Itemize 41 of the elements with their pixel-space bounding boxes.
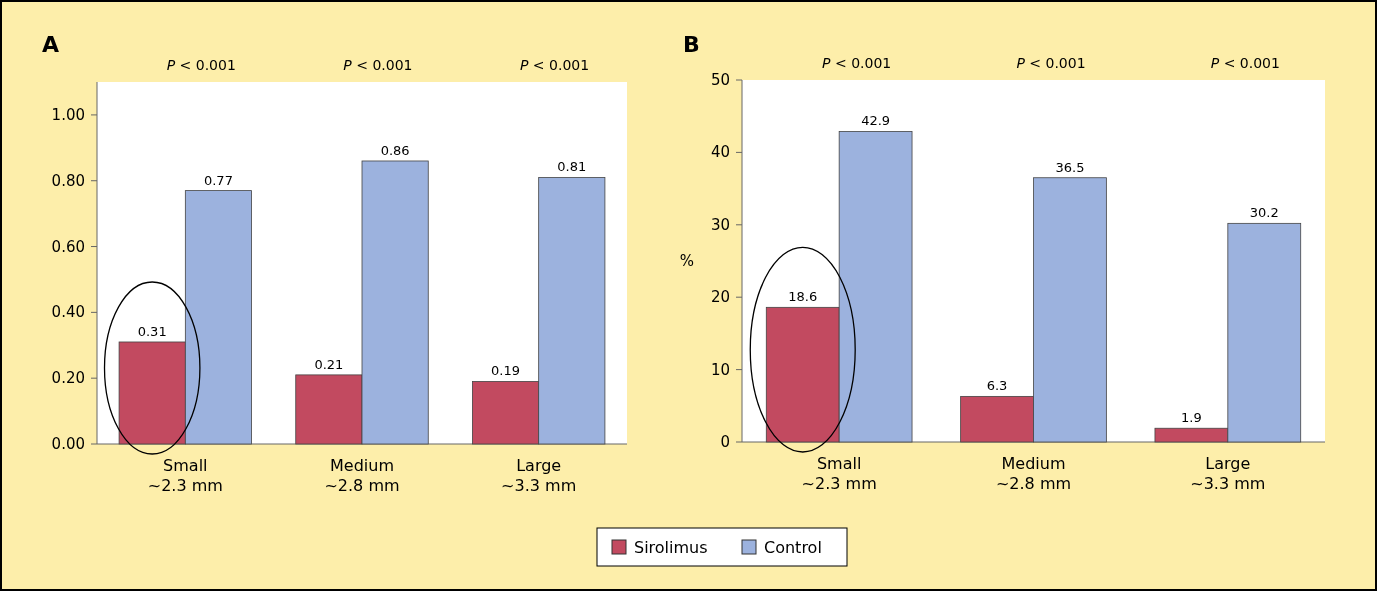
y-tick-label: 0.00 (51, 435, 85, 453)
chart-title: B (683, 32, 700, 57)
data-label: 30.2 (1249, 205, 1279, 221)
y-tick-label: 0.40 (51, 303, 85, 322)
y-tick-label: 0.80 (51, 171, 85, 190)
data-label: 36.5 (1055, 159, 1085, 175)
x-tick-label: Small ~2.3 mm (801, 454, 877, 493)
x-tick-label: Medium ~2.8 mm (324, 456, 400, 495)
text: P < 0.001 (822, 55, 892, 71)
data-label: 0.81 (557, 159, 587, 175)
y-tick-label: 50 (710, 71, 730, 89)
x-tick-label: Medium ~2.8 mm (995, 454, 1072, 493)
x-tick-label: Large ~3.3 mm (501, 456, 577, 495)
text: P < 0.001 (1210, 55, 1280, 71)
data-label: 0.19 (491, 363, 521, 379)
text: P < 0.001 (166, 57, 236, 73)
x-tick-label: Small ~2.3 mm (147, 456, 223, 495)
y-tick-label: 0.60 (51, 237, 85, 256)
data-label: 0.77 (203, 172, 233, 188)
x-tick-label: Large ~3.3 mm (1190, 454, 1266, 493)
y-tick-label: 0 (720, 433, 730, 451)
data-label: 42.9 (861, 113, 891, 129)
data-label: 0.21 (314, 356, 344, 372)
legend-label: Control (764, 538, 822, 557)
y-tick-label: 10 (710, 360, 730, 379)
y-tick-label: 30 (710, 215, 730, 234)
text: P < 0.001 (519, 57, 590, 73)
y-tick-label: 20 (710, 288, 730, 307)
legend-label: Sirolimus (634, 538, 708, 557)
data-label: 1.9 (1181, 410, 1202, 426)
y-tick-label: 40 (710, 143, 730, 162)
y-axis-title: % (679, 252, 695, 270)
data-label: 18.6 (788, 289, 818, 305)
text: P < 0.001 (343, 57, 413, 73)
chart-title: A (42, 32, 60, 57)
text: P < 0.001 (1016, 55, 1086, 71)
y-tick-label: 0.20 (51, 369, 85, 388)
data-label: 0.86 (380, 142, 410, 158)
y-tick-label: 1.00 (51, 105, 85, 124)
data-label: 6.3 (986, 378, 1008, 394)
data-label: 0.31 (137, 323, 167, 339)
